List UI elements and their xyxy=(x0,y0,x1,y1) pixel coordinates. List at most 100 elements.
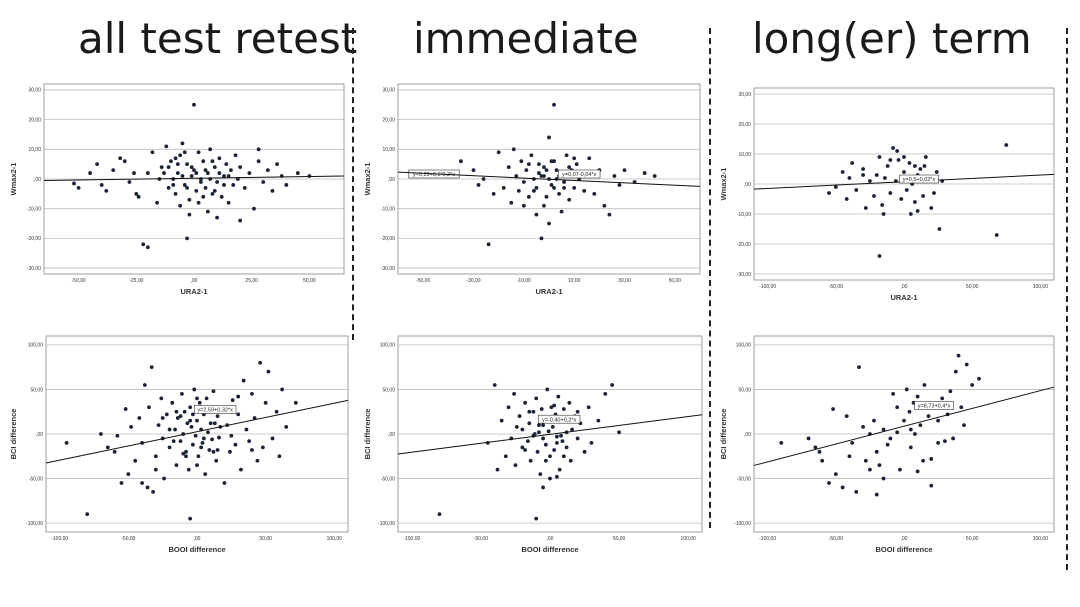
data-point xyxy=(531,409,536,414)
plot-frame xyxy=(397,335,703,533)
data-point xyxy=(868,179,872,183)
data-point xyxy=(528,458,533,463)
data-point xyxy=(250,392,254,396)
data-point xyxy=(885,164,890,168)
data-point xyxy=(274,409,279,414)
data-point xyxy=(167,427,172,432)
data-point xyxy=(554,177,559,181)
y-tick-label: 10,00 xyxy=(738,152,751,158)
data-point xyxy=(145,171,150,175)
data-point xyxy=(888,436,893,441)
data-point xyxy=(201,436,206,441)
data-point xyxy=(567,165,572,170)
data-point xyxy=(948,389,953,394)
data-point xyxy=(88,171,93,175)
data-point xyxy=(603,392,608,396)
data-point xyxy=(541,423,545,427)
data-point xyxy=(511,147,516,152)
data-point xyxy=(899,197,904,201)
data-point xyxy=(506,405,511,410)
data-point xyxy=(486,242,491,247)
data-point xyxy=(908,427,913,432)
data-point xyxy=(132,171,136,175)
data-point xyxy=(175,171,180,175)
x-tick-label: -10,00 xyxy=(517,278,531,284)
plot-frame xyxy=(43,83,345,275)
data-point xyxy=(977,376,981,381)
data-point xyxy=(437,512,442,517)
data-point xyxy=(141,242,146,247)
data-point xyxy=(956,353,961,358)
data-point xyxy=(929,457,934,461)
data-point xyxy=(481,177,486,181)
data-point xyxy=(206,430,210,435)
data-point xyxy=(552,102,556,107)
data-point xyxy=(210,191,215,196)
x-axis-label: BOOI difference xyxy=(521,545,578,554)
data-point xyxy=(280,387,285,392)
scatter-bci-vs-booi-immediate: -100,00 -50,00 ,00 50,00 100,00 -100,00 -50,00… xyxy=(363,335,703,554)
data-point xyxy=(534,186,539,190)
data-point xyxy=(541,485,545,490)
column-title-immediate: immediate xyxy=(413,14,639,63)
data-point xyxy=(555,441,559,445)
y-tick-label: 10,00 xyxy=(382,147,395,153)
data-point xyxy=(902,418,906,423)
data-point xyxy=(173,156,178,161)
data-point xyxy=(196,150,201,155)
data-point xyxy=(932,191,936,195)
y-tick-label: ,00 xyxy=(34,177,41,183)
data-point xyxy=(534,212,539,217)
data-point xyxy=(537,162,541,167)
data-point xyxy=(159,165,164,170)
data-point xyxy=(260,445,265,450)
data-point xyxy=(171,183,176,187)
x-tick-label: 10,00 xyxy=(568,278,581,284)
x-tick-label: 100,00 xyxy=(327,536,343,542)
data-point xyxy=(147,405,151,410)
data-point xyxy=(874,173,879,177)
data-point xyxy=(526,162,531,167)
data-point xyxy=(840,485,845,490)
data-point xyxy=(247,439,252,444)
data-point xyxy=(105,445,110,450)
regression-line xyxy=(397,414,703,455)
data-point xyxy=(915,209,920,213)
data-point xyxy=(137,416,142,420)
y-tick-label: 10,00 xyxy=(28,147,41,153)
regression-equation-label: y=0,07-0,04*x xyxy=(562,172,596,178)
data-point xyxy=(546,429,551,434)
data-point xyxy=(208,421,213,426)
data-point xyxy=(877,463,882,468)
regression-equation-box xyxy=(899,174,939,184)
data-point xyxy=(222,183,226,187)
data-point xyxy=(261,180,266,184)
x-tick-label: 100,00 xyxy=(1033,284,1049,290)
data-point xyxy=(252,206,256,211)
data-point xyxy=(557,467,562,472)
data-point xyxy=(214,458,219,463)
data-point xyxy=(203,168,208,172)
data-point xyxy=(587,156,592,161)
x-tick-label: 30,00 xyxy=(618,278,631,284)
data-point xyxy=(95,162,99,167)
data-point xyxy=(215,215,219,220)
data-point xyxy=(189,424,194,429)
data-point xyxy=(199,445,204,450)
y-axis-label: BCI difference xyxy=(9,409,18,460)
data-point xyxy=(561,454,566,459)
data-point xyxy=(104,188,109,193)
data-point xyxy=(200,441,205,445)
data-point xyxy=(617,430,621,435)
data-point xyxy=(178,439,183,444)
data-point xyxy=(195,396,199,401)
data-point xyxy=(537,171,541,175)
data-point xyxy=(517,414,522,419)
plot-frame xyxy=(45,335,349,533)
data-point xyxy=(181,451,186,456)
y-tick-label: 20,00 xyxy=(28,117,41,123)
data-point xyxy=(562,180,566,184)
data-point xyxy=(532,188,536,193)
data-point xyxy=(256,159,261,164)
data-point xyxy=(136,194,141,199)
